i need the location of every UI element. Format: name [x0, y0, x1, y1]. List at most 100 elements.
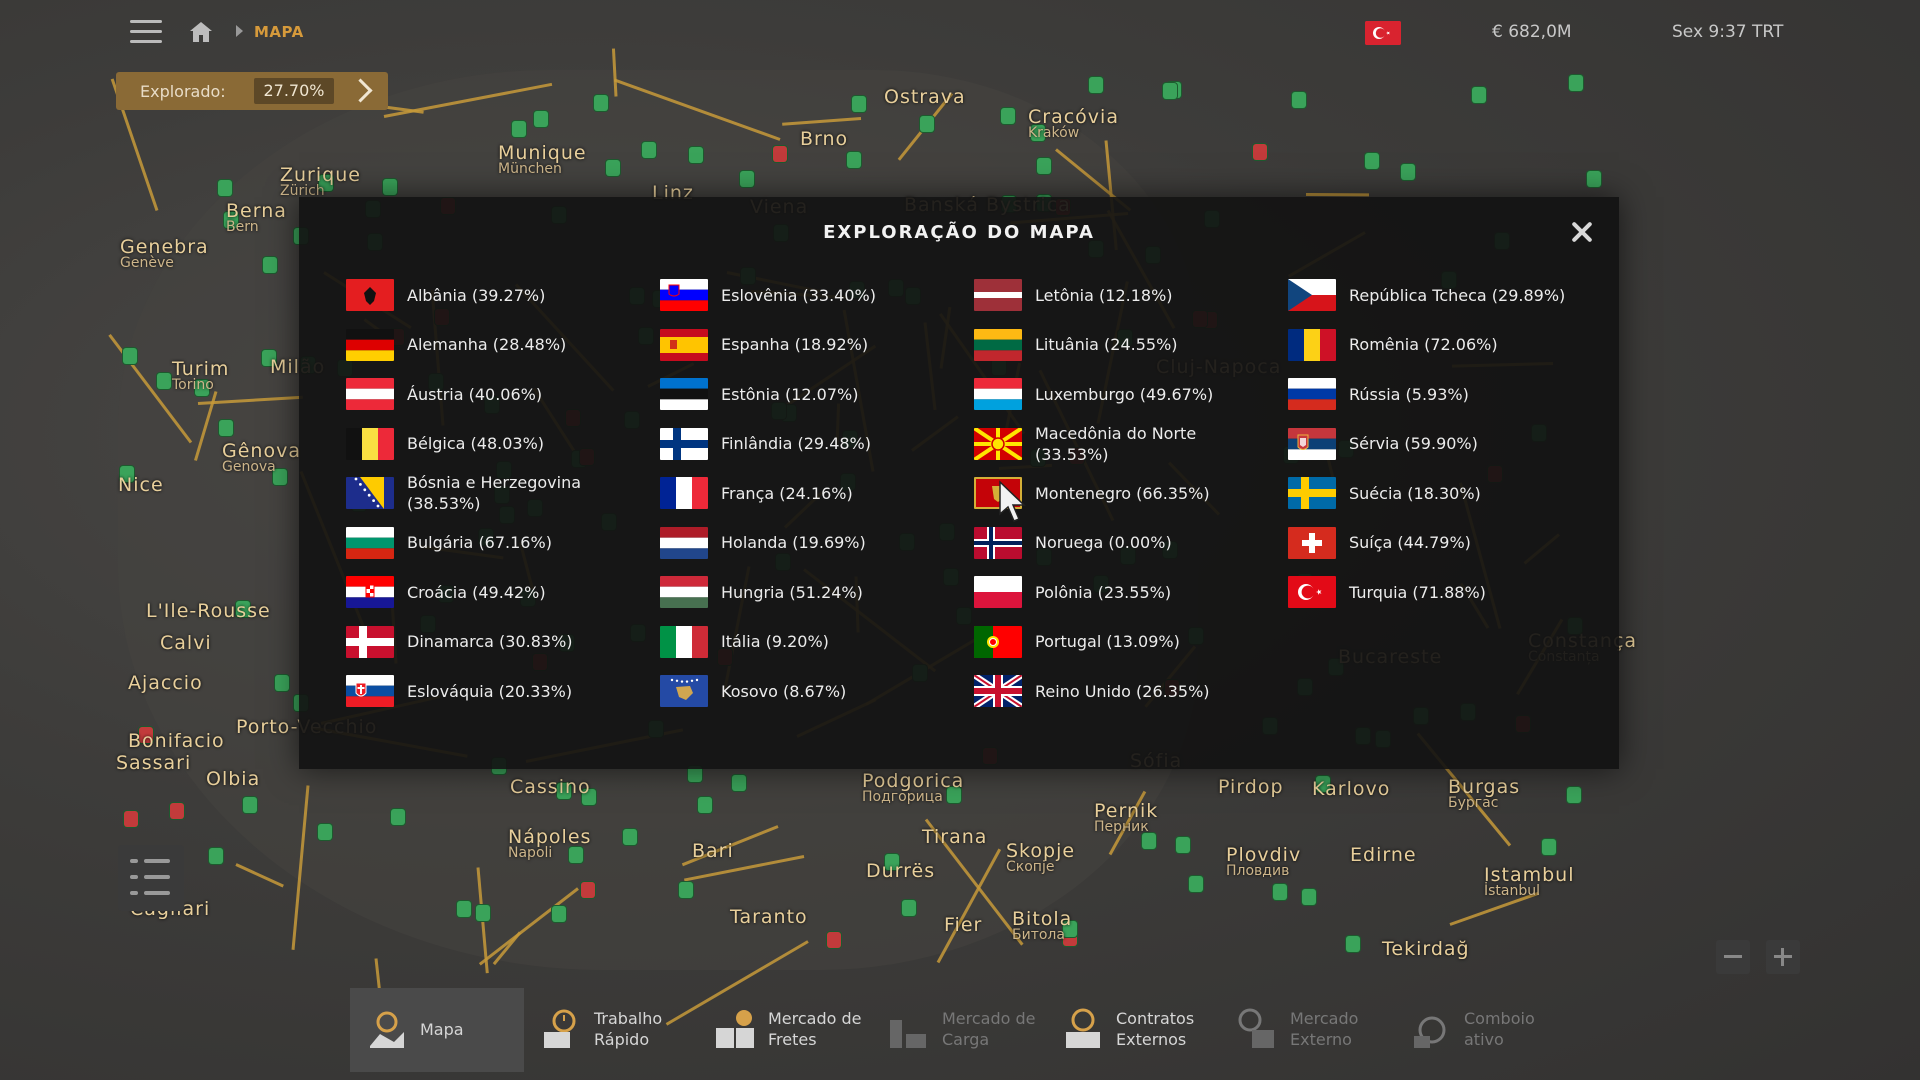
- map-marker-icon[interactable]: [593, 95, 608, 112]
- map-marker-icon[interactable]: [641, 141, 656, 158]
- country-row-germany[interactable]: Alemanha (28.48%): [346, 325, 646, 365]
- map-marker-icon[interactable]: [1175, 837, 1190, 854]
- map-marker-icon[interactable]: [1542, 839, 1557, 856]
- map-marker-icon[interactable]: [218, 179, 233, 196]
- map-marker-icon[interactable]: [1401, 164, 1416, 181]
- map-marker-icon[interactable]: [581, 881, 596, 898]
- country-row-romania[interactable]: Romênia (72.06%): [1288, 325, 1588, 365]
- map-marker-icon[interactable]: [383, 179, 398, 196]
- tab-external-contracts[interactable]: Contratos Externos: [1046, 988, 1220, 1072]
- tab-freight-market[interactable]: Mercado de Fretes: [698, 988, 872, 1072]
- tab-map[interactable]: Mapa: [350, 988, 524, 1072]
- map-marker-icon[interactable]: [1346, 936, 1361, 953]
- country-row-france[interactable]: França (24.16%): [660, 473, 960, 513]
- map-marker-icon[interactable]: [124, 810, 139, 827]
- map-marker-icon[interactable]: [1162, 82, 1177, 99]
- map-marker-icon[interactable]: [1587, 170, 1602, 187]
- map-marker-icon[interactable]: [122, 347, 137, 364]
- map-marker-icon[interactable]: [1566, 786, 1581, 803]
- map-marker-icon[interactable]: [732, 775, 747, 792]
- map-marker-icon[interactable]: [623, 828, 638, 845]
- country-row-czech-republic[interactable]: República Tcheca (29.89%): [1288, 275, 1588, 315]
- map-marker-icon[interactable]: [138, 726, 153, 743]
- map-marker-icon[interactable]: [919, 116, 934, 133]
- country-row-italy[interactable]: Itália (9.20%): [660, 622, 960, 662]
- map-marker-icon[interactable]: [208, 847, 223, 864]
- country-row-turkey[interactable]: Turquia (71.88%): [1288, 572, 1588, 612]
- map-marker-icon[interactable]: [456, 901, 471, 918]
- map-marker-icon[interactable]: [1189, 876, 1204, 893]
- country-row-lithuania[interactable]: Lituânia (24.55%): [974, 325, 1274, 365]
- map-marker-icon[interactable]: [391, 808, 406, 825]
- map-marker-icon[interactable]: [1000, 107, 1015, 124]
- explored-summary[interactable]: Explorado: 27.70%: [116, 72, 388, 110]
- country-row-luxembourg[interactable]: Luxemburgo (49.67%): [974, 374, 1274, 414]
- map-marker-icon[interactable]: [317, 823, 332, 840]
- country-row-slovenia[interactable]: Eslovênia (33.40%): [660, 275, 960, 315]
- map-marker-icon[interactable]: [679, 881, 694, 898]
- map-marker-icon[interactable]: [847, 151, 862, 168]
- map-marker-icon[interactable]: [569, 847, 584, 863]
- map-marker-icon[interactable]: [552, 906, 567, 923]
- map-marker-icon[interactable]: [224, 212, 239, 229]
- country-row-norway[interactable]: Noruega (0.00%): [974, 523, 1274, 563]
- map-marker-icon[interactable]: [1272, 883, 1287, 900]
- map-marker-icon[interactable]: [852, 95, 867, 112]
- country-row-slovakia[interactable]: Eslováquia (20.33%): [346, 671, 646, 711]
- country-row-switzerland[interactable]: Suíça (44.79%): [1288, 523, 1588, 563]
- hamburger-menu-icon[interactable]: [130, 20, 162, 44]
- country-row-kosovo[interactable]: Kosovo (8.67%): [660, 671, 960, 711]
- map-marker-icon[interactable]: [1037, 157, 1051, 174]
- map-marker-icon[interactable]: [1316, 775, 1331, 792]
- tab-cargo-market[interactable]: Mercado de Carga: [872, 988, 1046, 1072]
- country-row-serbia[interactable]: Sérvia (59.90%): [1288, 424, 1588, 464]
- map-marker-icon[interactable]: [605, 159, 620, 176]
- country-row-austria[interactable]: Áustria (40.06%): [346, 374, 646, 414]
- country-row-bosnia[interactable]: Bósnia e Herzegovina (38.53%): [346, 473, 646, 513]
- country-row-albania[interactable]: Albânia (39.27%): [346, 275, 646, 315]
- map-marker-icon[interactable]: [318, 175, 333, 192]
- map-marker-icon[interactable]: [275, 674, 290, 691]
- country-row-russia[interactable]: Rússia (5.93%): [1288, 374, 1588, 414]
- map-legend-button[interactable]: [118, 845, 184, 911]
- tab-convoy[interactable]: Comboio ativo: [1394, 988, 1568, 1072]
- home-icon[interactable]: [188, 20, 214, 44]
- map-marker-icon[interactable]: [511, 120, 526, 137]
- country-row-finland[interactable]: Finlândia (29.48%): [660, 424, 960, 464]
- map-marker-icon[interactable]: [687, 765, 702, 782]
- country-row-sweden[interactable]: Suécia (18.30%): [1288, 473, 1588, 513]
- map-marker-icon[interactable]: [261, 349, 276, 366]
- map-marker-icon[interactable]: [1291, 91, 1306, 108]
- map-marker-icon[interactable]: [1088, 76, 1103, 93]
- map-marker-icon[interactable]: [884, 853, 899, 870]
- country-row-estonia[interactable]: Estônia (12.07%): [660, 374, 960, 414]
- map-marker-icon[interactable]: [697, 796, 712, 813]
- zoom-in-button[interactable]: [1766, 940, 1800, 974]
- map-marker-icon[interactable]: [1302, 888, 1317, 905]
- country-row-belgium[interactable]: Bélgica (48.03%): [346, 424, 646, 464]
- country-row-portugal[interactable]: Portugal (13.09%): [974, 622, 1274, 662]
- country-row-poland[interactable]: Polônia (23.55%): [974, 572, 1274, 612]
- map-marker-icon[interactable]: [557, 782, 572, 799]
- map-marker-icon[interactable]: [195, 379, 210, 396]
- map-marker-icon[interactable]: [1142, 833, 1157, 850]
- map-marker-icon[interactable]: [1364, 152, 1379, 169]
- map-marker-icon[interactable]: [120, 466, 135, 483]
- map-marker-icon[interactable]: [1472, 86, 1487, 103]
- map-marker-icon[interactable]: [827, 931, 842, 948]
- close-icon[interactable]: [1569, 219, 1595, 245]
- map-marker-icon[interactable]: [740, 171, 755, 188]
- country-row-spain[interactable]: Espanha (18.92%): [660, 325, 960, 365]
- map-marker-icon[interactable]: [272, 469, 287, 486]
- tab-quick-job[interactable]: Trabalho Rápido: [524, 988, 698, 1072]
- map-marker-icon[interactable]: [1030, 125, 1045, 142]
- map-marker-icon[interactable]: [533, 110, 548, 127]
- map-marker-icon[interactable]: [1568, 74, 1583, 91]
- map-marker-icon[interactable]: [582, 788, 597, 805]
- map-marker-icon[interactable]: [947, 787, 962, 804]
- country-row-hungary[interactable]: Hungria (51.24%): [660, 572, 960, 612]
- map-marker-icon[interactable]: [169, 803, 184, 820]
- country-row-bulgaria[interactable]: Bulgária (67.16%): [346, 523, 646, 563]
- map-marker-icon[interactable]: [242, 796, 257, 813]
- map-marker-icon[interactable]: [901, 899, 916, 916]
